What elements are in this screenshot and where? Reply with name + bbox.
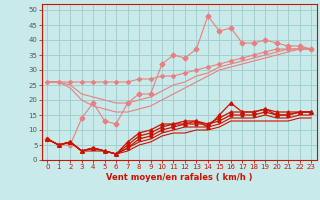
X-axis label: Vent moyen/en rafales ( km/h ): Vent moyen/en rafales ( km/h ) xyxy=(106,173,252,182)
